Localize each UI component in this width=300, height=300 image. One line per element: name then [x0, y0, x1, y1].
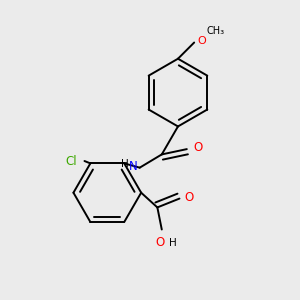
Text: H: H: [169, 238, 177, 248]
Text: H: H: [121, 159, 128, 169]
Text: O: O: [156, 236, 165, 249]
Text: O: O: [185, 190, 194, 204]
Text: CH₃: CH₃: [206, 26, 225, 36]
Text: N: N: [129, 160, 137, 173]
Text: O: O: [198, 36, 206, 46]
Text: Cl: Cl: [65, 154, 77, 167]
Text: O: O: [193, 141, 203, 154]
